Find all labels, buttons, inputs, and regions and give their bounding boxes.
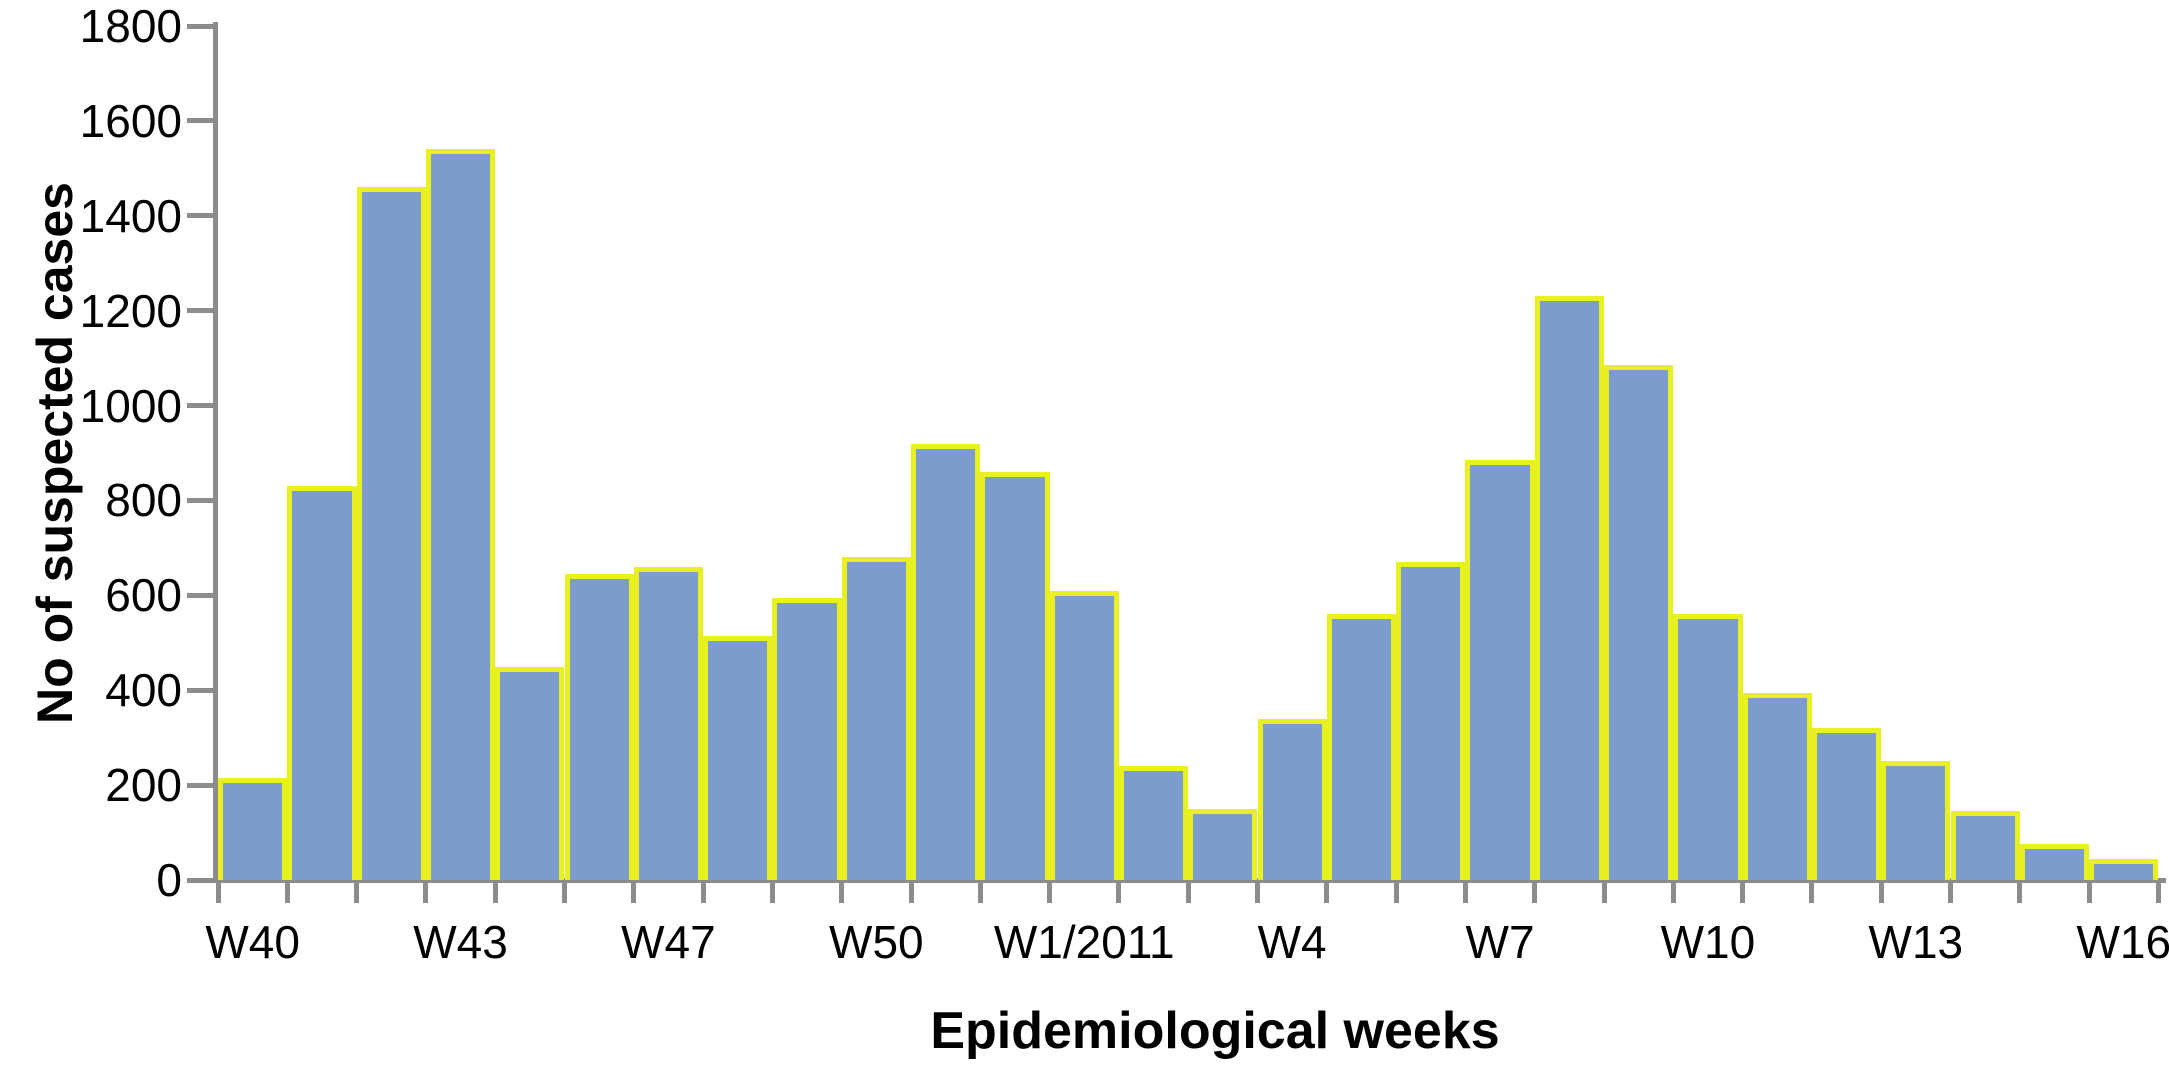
bar — [495, 666, 565, 880]
x-axis-tick — [1532, 883, 1538, 903]
y-axis-tick — [187, 213, 215, 219]
y-axis-tick — [187, 403, 215, 409]
bar — [1188, 808, 1258, 880]
x-axis-tick — [492, 883, 498, 903]
y-tick-label: 0 — [156, 854, 182, 906]
bar — [218, 777, 288, 880]
x-axis-tick — [354, 883, 360, 903]
x-axis-tick — [700, 883, 706, 903]
y-axis-tick — [187, 782, 215, 788]
y-axis-tick — [187, 118, 215, 124]
x-axis-tick — [1255, 883, 1260, 903]
y-axis-tick — [187, 687, 215, 693]
bar — [1811, 728, 1882, 880]
y-tick-label: 400 — [105, 664, 182, 717]
y-tick-label: 600 — [105, 569, 182, 622]
y-tick-label: 800 — [105, 474, 182, 527]
x-axis-tick — [631, 883, 637, 903]
y-tick-label: 1200 — [79, 284, 182, 337]
bar — [980, 471, 1050, 880]
x-tick-label: W10 — [1660, 916, 1756, 968]
x-axis-tick — [1047, 883, 1053, 903]
bar — [1326, 614, 1397, 880]
y-axis-tick — [187, 23, 215, 29]
x-tick-label: W16 — [2076, 916, 2169, 968]
x-axis-title: Epidemiological weeks — [930, 1002, 1500, 1060]
y-axis-tick — [187, 497, 215, 503]
bar — [1742, 692, 1812, 880]
bar — [1396, 562, 1466, 880]
x-tick-label: W43 — [413, 916, 508, 968]
x-axis-tick — [1116, 883, 1122, 903]
x-axis-tick — [1601, 883, 1607, 903]
x-axis-tick — [423, 883, 429, 903]
bar — [1673, 614, 1743, 880]
bar — [1534, 296, 1604, 880]
bar — [1049, 590, 1119, 880]
bar — [1950, 811, 2020, 880]
bar — [2089, 858, 2159, 880]
x-tick-label: W4 — [1257, 916, 1327, 968]
x-axis-tick — [839, 883, 845, 903]
x-axis-tick — [1670, 883, 1676, 903]
bar — [1881, 761, 1951, 880]
bar — [841, 557, 911, 880]
x-axis-tick — [1740, 883, 1746, 903]
bar — [911, 443, 981, 880]
x-axis-tick — [1809, 883, 1815, 903]
bar — [425, 149, 496, 880]
bar — [1257, 718, 1327, 880]
x-axis-tick — [908, 883, 914, 903]
x-axis-tick — [2086, 883, 2092, 903]
y-axis-tick — [187, 592, 215, 598]
bar — [633, 566, 704, 880]
x-axis-tick — [562, 883, 567, 903]
x-axis-tick — [1185, 883, 1191, 903]
x-axis-tick — [284, 883, 290, 903]
bar — [564, 573, 634, 880]
bar — [1465, 460, 1535, 880]
x-tick-label: W1/2011 — [993, 916, 1175, 968]
x-axis-tick — [1878, 883, 1884, 903]
x-tick-label: W40 — [205, 916, 300, 968]
y-axis-tick — [187, 877, 215, 883]
bar — [2019, 844, 2090, 880]
bar — [772, 597, 842, 880]
bar — [703, 635, 773, 880]
x-axis-line — [213, 878, 2166, 883]
x-tick-label: W50 — [829, 916, 924, 968]
x-tick-label: W7 — [1465, 916, 1535, 968]
bar — [287, 486, 357, 880]
bar — [1118, 766, 1189, 880]
x-axis-tick — [1948, 883, 1953, 903]
x-axis-tick — [215, 883, 221, 903]
x-axis-tick — [2017, 883, 2023, 903]
y-tick-label: 200 — [105, 759, 182, 812]
x-axis-tick — [769, 883, 775, 903]
bar — [1604, 365, 1674, 880]
x-axis-tick — [1462, 883, 1468, 903]
x-axis-tick — [1324, 883, 1330, 903]
x-axis-tick — [2155, 883, 2161, 903]
y-tick-label: 1400 — [79, 189, 182, 242]
bar — [356, 187, 426, 880]
x-axis-tick — [1393, 883, 1399, 903]
x-tick-label: W13 — [1868, 916, 1964, 968]
y-tick-label: 1000 — [79, 379, 182, 432]
x-tick-label: W47 — [621, 916, 716, 968]
y-axis-tick — [187, 308, 215, 314]
y-tick-label: 1800 — [79, 0, 182, 52]
y-tick-label: 1600 — [79, 94, 182, 147]
y-axis-line — [213, 22, 218, 883]
x-axis-tick — [977, 883, 983, 903]
